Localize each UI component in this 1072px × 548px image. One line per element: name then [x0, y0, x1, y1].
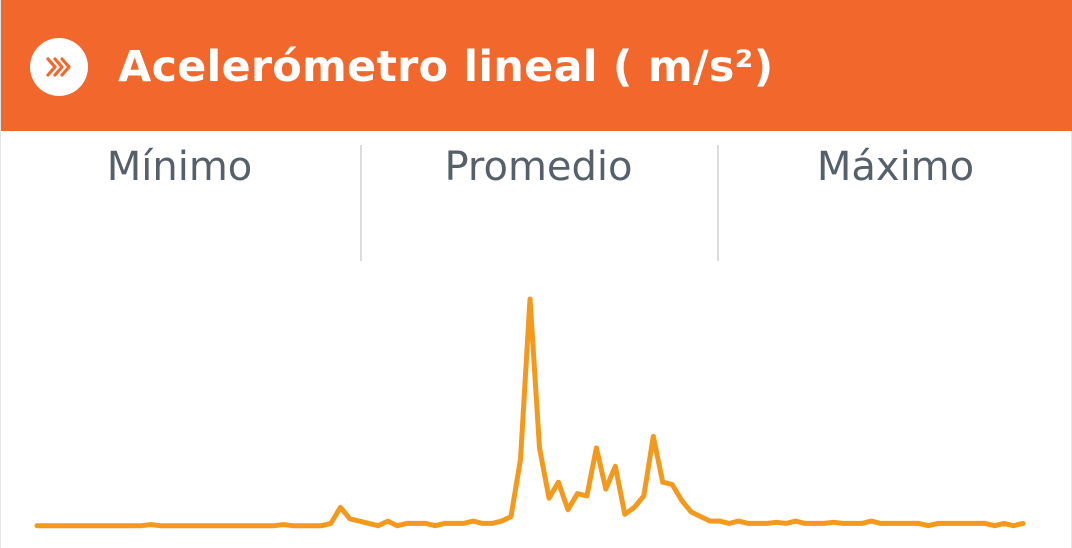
stat-max: Máximo — [717, 131, 1072, 263]
card-title: Acelerómetro lineal ( m/s²) — [118, 42, 774, 92]
stat-divider — [360, 145, 362, 261]
stat-avg: Promedio — [360, 131, 717, 263]
double-chevron-right-icon — [30, 38, 88, 96]
stat-avg-label: Promedio — [444, 144, 633, 190]
acceleration-chart — [1, 263, 1072, 548]
stat-divider — [717, 145, 719, 261]
stat-min: Mínimo — [1, 131, 358, 263]
stat-max-label: Máximo — [816, 144, 975, 190]
chart-svg — [34, 296, 1026, 529]
card-header: Acelerómetro lineal ( m/s²) — [1, 0, 1072, 131]
stats-row: Mínimo Promedio Máximo — [1, 131, 1072, 263]
stat-min-label: Mínimo — [106, 144, 253, 190]
series-line — [34, 296, 1026, 529]
